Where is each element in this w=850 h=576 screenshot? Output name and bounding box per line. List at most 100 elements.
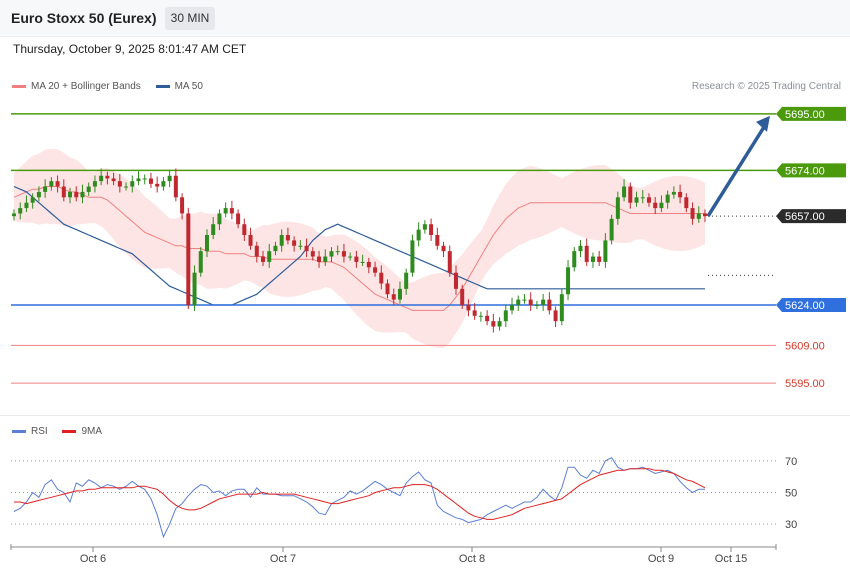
level-label-5657.00: 5657.00 [785, 211, 825, 223]
candle-body [329, 251, 334, 257]
candle-body [422, 224, 427, 230]
candle-body [534, 305, 539, 306]
candle-body [622, 186, 627, 198]
candle-body [472, 310, 477, 316]
rsi-ma-line [14, 468, 706, 520]
candle-body [578, 245, 583, 252]
candle-body [634, 197, 639, 203]
candle-body [460, 288, 465, 305]
candle-body [566, 267, 571, 295]
level-label-5609.00: 5609.00 [785, 340, 825, 352]
candle-body [86, 186, 91, 192]
candle-body [223, 208, 228, 214]
candle-body [248, 235, 253, 246]
legend-label-rsi: RSI [31, 426, 48, 437]
timeframe-button[interactable]: 30 MIN [165, 7, 215, 30]
candle-body [603, 240, 608, 262]
x-tick-label-oct-15: Oct 15 [715, 553, 747, 565]
price-legend: MA 20 + Bollinger Bands MA 50 [12, 81, 215, 92]
candle-body [410, 240, 415, 273]
candle-body [18, 208, 23, 214]
legend-item-ma50: MA 50 [155, 81, 203, 92]
candle-body [254, 245, 259, 257]
candle-body [211, 224, 216, 235]
candle-body [192, 272, 197, 305]
candle-body [148, 178, 153, 184]
candle-body [522, 299, 527, 301]
candle-body [49, 181, 54, 187]
candle-body [292, 240, 297, 246]
level-label-5595.00: 5595.00 [785, 378, 825, 390]
candle-body [335, 251, 340, 253]
candle-body [229, 208, 234, 214]
projection-arrow-shaft [706, 122, 768, 218]
level-label-5695.00: 5695.00 [785, 109, 825, 121]
candle-body [528, 299, 533, 305]
candle-body [180, 197, 185, 214]
bollinger-band [14, 148, 705, 349]
candle-body [678, 191, 683, 198]
rsi-legend: RSI 9MA [12, 426, 114, 437]
chart-credit: Research © 2025 Trading Central [691, 81, 841, 92]
candle-body [161, 181, 166, 187]
legend-label-ma20: MA 20 + Bollinger Bands [31, 81, 141, 92]
candle-body [435, 235, 440, 246]
level-label-5624.00: 5624.00 [785, 300, 825, 312]
candle-body [285, 235, 290, 241]
candle-body [404, 272, 409, 289]
candle-body [360, 261, 365, 263]
candle-body [497, 321, 502, 327]
candle-body [447, 251, 452, 273]
level-tag-5695.00 [776, 106, 846, 121]
rsi-tick-30: 30 [785, 519, 797, 531]
x-tick-label-oct-8: Oct 8 [459, 553, 485, 565]
candle-body [615, 197, 620, 219]
ma50-swatch [155, 84, 170, 88]
panel-divider [0, 415, 850, 416]
rsi-ma-swatch [62, 429, 77, 433]
candle-body [665, 194, 670, 203]
candle-body [609, 218, 614, 241]
candle-body [659, 202, 664, 209]
candle-body [373, 267, 378, 273]
ma50-line [13, 185, 705, 306]
candle-body [553, 310, 558, 322]
candle-body [690, 208, 695, 219]
candle-body [99, 175, 104, 182]
candle-body [696, 213, 701, 219]
candle-body [136, 178, 141, 182]
candle-body [24, 202, 29, 209]
candle-body [453, 272, 458, 289]
candle-body [36, 191, 41, 198]
candle-body [130, 181, 135, 187]
legend-item-rsi: RSI [12, 426, 48, 437]
candle-body [317, 256, 322, 262]
ma20-swatch [12, 84, 26, 88]
candle-body [279, 235, 284, 246]
candle-body [43, 186, 48, 192]
legend-item-rsi-ma: 9MA [62, 426, 102, 437]
legend-label-rsi-ma: 9MA [81, 426, 103, 437]
candle-body [198, 251, 203, 273]
candle-body [310, 251, 315, 257]
candle-body [298, 245, 303, 247]
candle-body [478, 315, 483, 317]
x-tick-label-oct-7: Oct 7 [270, 553, 296, 565]
projection-arrow-head [756, 115, 770, 132]
candle-body [385, 283, 390, 295]
candle-body [186, 213, 191, 305]
candle-body [55, 181, 60, 187]
candle-body [236, 213, 241, 225]
candle-body [391, 294, 396, 300]
candle-body [646, 197, 651, 203]
ma20-line [13, 186, 705, 311]
legend-label-ma50: MA 50 [174, 81, 203, 92]
candle-body [516, 299, 521, 305]
candle-body [142, 178, 147, 180]
candle-body [167, 175, 172, 182]
candle-body [559, 294, 564, 322]
candle-body [541, 299, 546, 305]
candle-body [441, 245, 446, 252]
candle-body [323, 256, 328, 262]
